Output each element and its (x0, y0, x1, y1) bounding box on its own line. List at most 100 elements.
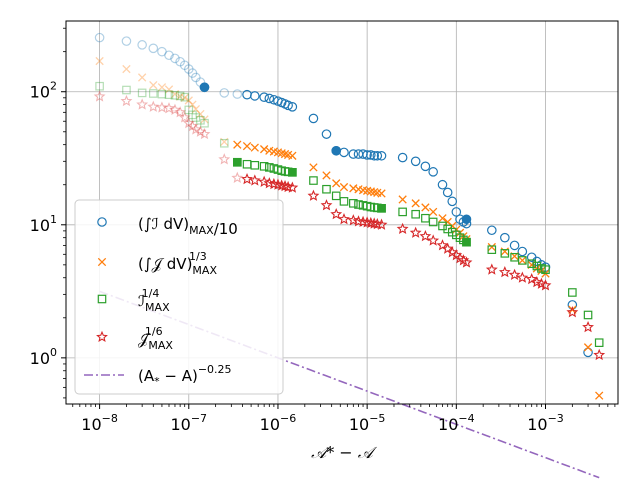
data-point-circle (308, 113, 319, 124)
data-point-cross (518, 256, 527, 265)
data-point-circle (199, 82, 210, 93)
x-tick-label: 10−5 (349, 412, 386, 434)
data-point-star (396, 222, 409, 235)
legend-label-main: 𝒥 (138, 330, 151, 348)
data-point-star (231, 171, 244, 183)
data-point-cross (220, 137, 229, 147)
data-point-circle (487, 225, 497, 236)
data-point-circle (447, 196, 458, 207)
data-point-circle (259, 92, 269, 102)
data-point-cross (288, 151, 297, 160)
data-point-star (275, 179, 288, 191)
data-point-circle (428, 167, 438, 177)
data-point-cross (377, 189, 386, 198)
data-point-cross (250, 143, 259, 152)
data-point-cross (191, 104, 201, 114)
x-tick-exponent: −4 (458, 412, 474, 425)
data-point-star (178, 111, 191, 123)
legend-label-main: (A (138, 367, 155, 385)
data-point-square (583, 310, 593, 320)
data-point-star (539, 279, 552, 291)
legend-label-superscript: 1/3 (189, 250, 207, 263)
data-point-square (541, 265, 550, 274)
data-point-square (175, 91, 185, 101)
data-point-cross (170, 89, 180, 99)
data-point-cross (280, 149, 290, 159)
data-point-square (191, 113, 201, 122)
data-point-circle (461, 214, 472, 225)
data-point-cross (411, 199, 420, 208)
legend-label: ℐMAX1/4 (138, 287, 170, 314)
legend-label-main: (∫𝒥 dV) (138, 255, 192, 273)
data-point-circle (137, 40, 147, 50)
x-tick-label: 10−8 (81, 412, 118, 434)
data-point-star (258, 175, 271, 187)
x-tick-base: 10 (349, 415, 369, 434)
data-point-cross (398, 195, 407, 204)
legend-label-superscript: 1/6 (145, 325, 163, 338)
legend-label-main: ℐ (138, 292, 145, 310)
data-point-circle (148, 43, 159, 54)
data-point-star (409, 226, 422, 238)
data-point-circle (442, 187, 453, 198)
data-point-star (508, 268, 521, 280)
data-point-star (186, 120, 199, 132)
x-tick-base: 10 (260, 415, 280, 434)
data-point-square (462, 237, 471, 247)
data-point-cross (421, 203, 430, 212)
x-tick-label: 10−6 (260, 412, 297, 434)
x-tick-exponent: −5 (369, 412, 385, 425)
data-point-circle (121, 36, 132, 46)
data-point-star (163, 102, 175, 114)
data-point-square (219, 138, 229, 148)
data-point-star (174, 106, 187, 118)
data-point-cross (242, 141, 252, 151)
legend-label-subscript: * (154, 375, 160, 388)
plot-frame (65, 20, 619, 405)
data-point-circle (94, 32, 105, 43)
data-point-square (532, 261, 542, 271)
data-point-circle (191, 72, 201, 83)
data-point-square (188, 110, 197, 120)
data-point-circle (179, 60, 190, 71)
data-point-circle (410, 156, 421, 167)
data-point-circle (397, 152, 408, 163)
data-point-cross (339, 182, 349, 192)
data-point-star (347, 214, 360, 226)
data-point-square (184, 105, 194, 115)
legend-label-middle: − A) (160, 367, 198, 385)
x-tick-label: 10−3 (527, 412, 564, 434)
data-point-square (200, 118, 209, 128)
data-point-star (136, 98, 149, 110)
data-point-square (250, 160, 260, 170)
data-point-cross (583, 343, 593, 352)
data-point-cross (532, 264, 542, 273)
data-point-circle (321, 129, 332, 139)
data-point-cross (157, 83, 167, 92)
data-point-star (307, 189, 320, 201)
legend-label-subscript: MAX (192, 264, 217, 277)
legend: (∫ℐ dV)MAX/10(∫𝒥 dV)MAX1/3ℐMAX1/4𝒥MAX1/6… (74, 199, 284, 395)
data-point-circle (369, 150, 380, 161)
data-point-star (516, 271, 529, 283)
data-point-cross (429, 207, 438, 217)
data-point-star (198, 127, 211, 140)
x-tick-base: 10 (438, 415, 458, 434)
legend-label: 𝒥MAX1/6 (138, 325, 173, 352)
data-point-cross (487, 242, 496, 252)
data-point-star (147, 100, 160, 112)
series-layer (93, 32, 606, 400)
data-point-star (286, 181, 299, 193)
data-point-circle (157, 46, 167, 57)
data-point-circle (437, 179, 448, 190)
data-point-circle (183, 64, 194, 74)
data-point-cross (122, 64, 131, 74)
data-point-star (419, 230, 432, 242)
data-point-cross (137, 73, 147, 82)
data-point-cross (97, 257, 107, 267)
legend-frame (74, 199, 284, 395)
data-point-circle (376, 150, 387, 161)
legend-label-main: (∫ℐ dV) (138, 215, 189, 233)
x-tick-label: 10−4 (438, 412, 475, 434)
